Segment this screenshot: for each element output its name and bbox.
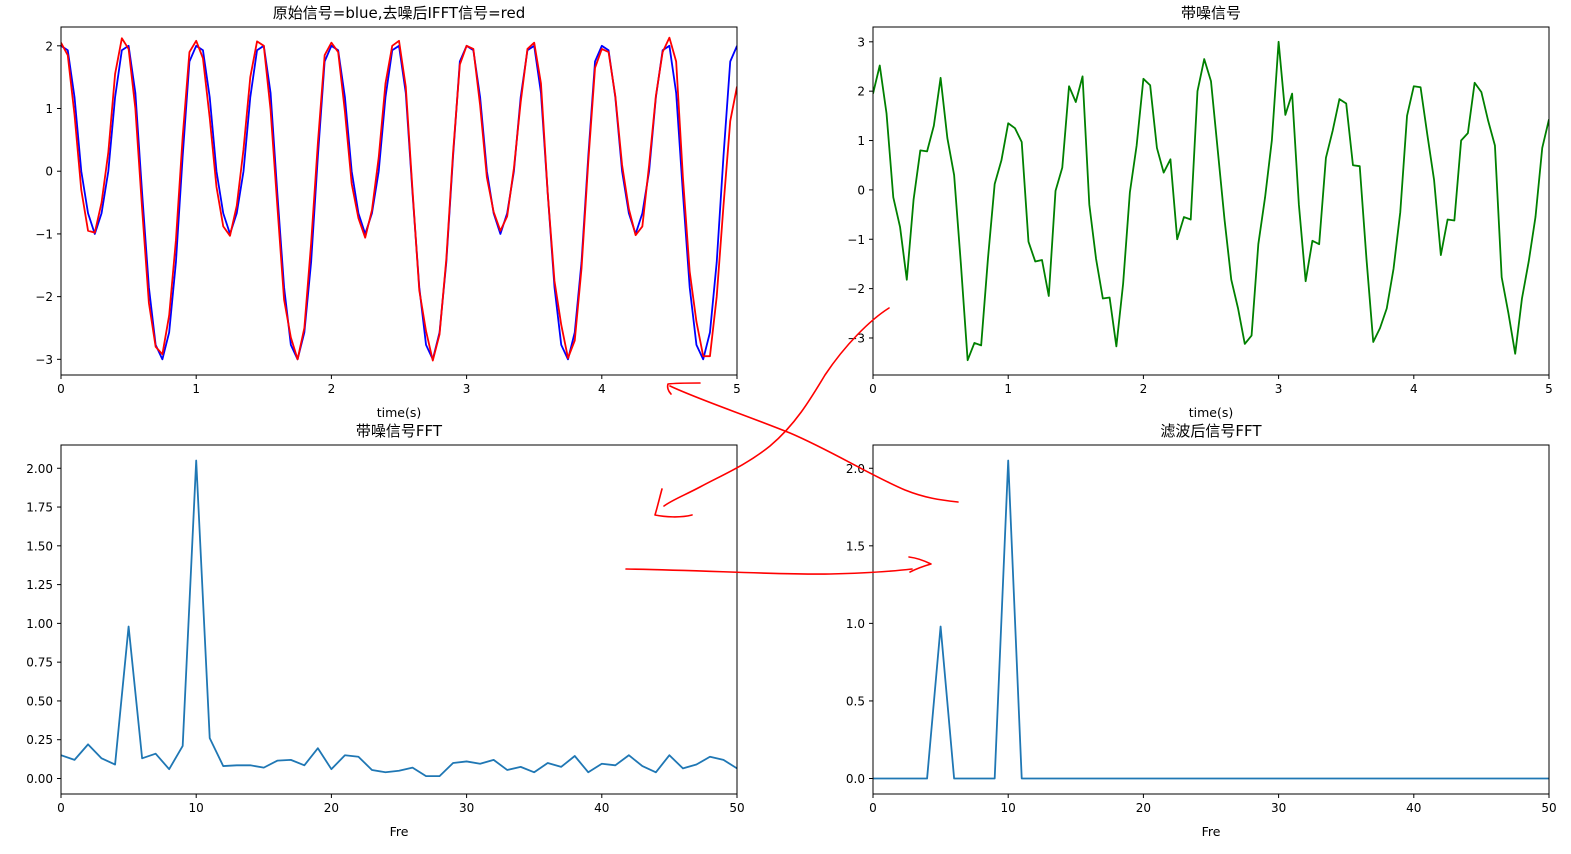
y-tick-label: 0.75	[26, 656, 53, 670]
y-tick-label: 2	[857, 85, 865, 99]
y-tick-label: 2	[45, 39, 53, 53]
x-tick-label: 3	[1275, 382, 1283, 396]
series-line-fft	[61, 459, 737, 778]
y-tick-label: 0	[45, 165, 53, 179]
x-axis-label: time(s)	[377, 405, 422, 420]
x-axis-label: time(s)	[1189, 405, 1234, 420]
x-tick-label: 40	[594, 801, 609, 815]
y-tick-label: 0.25	[26, 733, 53, 747]
x-tick-label: 5	[733, 382, 741, 396]
x-tick-label: 0	[869, 801, 877, 815]
x-tick-label: 10	[189, 801, 204, 815]
series-line-blue	[61, 44, 737, 361]
y-tick-label: 3	[857, 35, 865, 49]
axes-frame	[60, 444, 738, 795]
subplot-filtered-fft: 滤波后信号FFT 0 10 20 30 40 50 2.0 1.5 1.0 0.5 0.0 Fre	[846, 422, 1557, 839]
y-tick-label: −3	[847, 331, 865, 345]
y-tick-label: 0.50	[26, 694, 53, 708]
y-tick-label: −2	[847, 282, 865, 296]
y-tick-label: 1.50	[26, 539, 53, 553]
series-line-fft	[873, 459, 1549, 780]
subplot-noisy-fft: 带噪信号FFT 0 10 20 30 40 50 2.00 1.75 1.50 1.25 1.00 0.…	[26, 422, 744, 839]
x-tick-label: 30	[459, 801, 474, 815]
x-tick-label: 0	[869, 382, 877, 396]
x-tick-label: 50	[729, 801, 744, 815]
x-tick-label: 2	[328, 382, 336, 396]
y-tick-label: 0.0	[846, 772, 865, 786]
annotation-arrow-to-filtered-fft	[625, 568, 913, 575]
annotation-curve-to-noisy-fft	[663, 307, 890, 507]
y-tick-label: 0.5	[846, 694, 865, 708]
x-axis-label: Fre	[390, 824, 409, 839]
y-tick-label: −2	[35, 290, 53, 304]
y-tick-label: 1	[857, 134, 865, 148]
annotation-arrowhead-right	[908, 556, 932, 573]
annotations	[625, 307, 959, 575]
axes-frame	[872, 26, 1550, 376]
axes-frame	[60, 26, 738, 376]
y-tick-label: 1.25	[26, 578, 53, 592]
chart-title: 滤波后信号FFT	[1160, 422, 1262, 440]
x-tick-label: 1	[192, 382, 200, 396]
y-tick-label: 1.5	[846, 539, 865, 553]
x-axis-label: Fre	[1202, 824, 1221, 839]
series-line-red	[61, 36, 737, 362]
y-tick-label: 2.00	[26, 462, 53, 476]
y-tick-label: 1.75	[26, 501, 53, 515]
x-tick-label: 1	[1004, 382, 1012, 396]
annotation-arrowhead-up	[666, 382, 701, 395]
x-tick-label: 40	[1406, 801, 1421, 815]
chart-title: 原始信号=blue,去噪后IFFT信号=red	[273, 4, 526, 22]
x-tick-label: 3	[463, 382, 471, 396]
subplot-noisy-signal: 带噪信号 0 1 2 3 4 5 3 2 1 0 −1 −2 −3 time(s)	[847, 4, 1553, 420]
x-tick-label: 2	[1140, 382, 1148, 396]
y-tick-label: −1	[35, 227, 53, 241]
x-tick-label: 10	[1001, 801, 1016, 815]
annotation-arrowhead-down	[654, 488, 693, 518]
x-tick-label: 50	[1541, 801, 1556, 815]
y-tick-label: −1	[847, 233, 865, 247]
series-line-green	[873, 40, 1549, 362]
x-tick-label: 4	[1410, 382, 1418, 396]
subplot-original-vs-ifft: 原始信号=blue,去噪后IFFT信号=red 0 1 2 3 4 5 2 1 0 −1 −2 −3 ti…	[35, 4, 741, 420]
axes-frame	[872, 444, 1550, 795]
y-tick-label: 0	[857, 183, 865, 197]
y-tick-label: 1.00	[26, 617, 53, 631]
y-tick-label: 1.0	[846, 617, 865, 631]
x-tick-label: 30	[1271, 801, 1286, 815]
y-tick-label: −3	[35, 353, 53, 367]
y-tick-label: 0.00	[26, 772, 53, 786]
chart-title: 带噪信号FFT	[356, 422, 443, 440]
y-tick-label: 2.0	[846, 462, 865, 476]
chart-title: 带噪信号	[1181, 4, 1241, 22]
x-tick-label: 20	[324, 801, 339, 815]
x-tick-label: 0	[57, 382, 65, 396]
x-tick-label: 4	[598, 382, 606, 396]
y-tick-label: 1	[45, 102, 53, 116]
x-tick-label: 5	[1545, 382, 1553, 396]
x-tick-label: 20	[1136, 801, 1151, 815]
x-tick-label: 0	[57, 801, 65, 815]
annotation-curve-to-original	[669, 385, 959, 503]
